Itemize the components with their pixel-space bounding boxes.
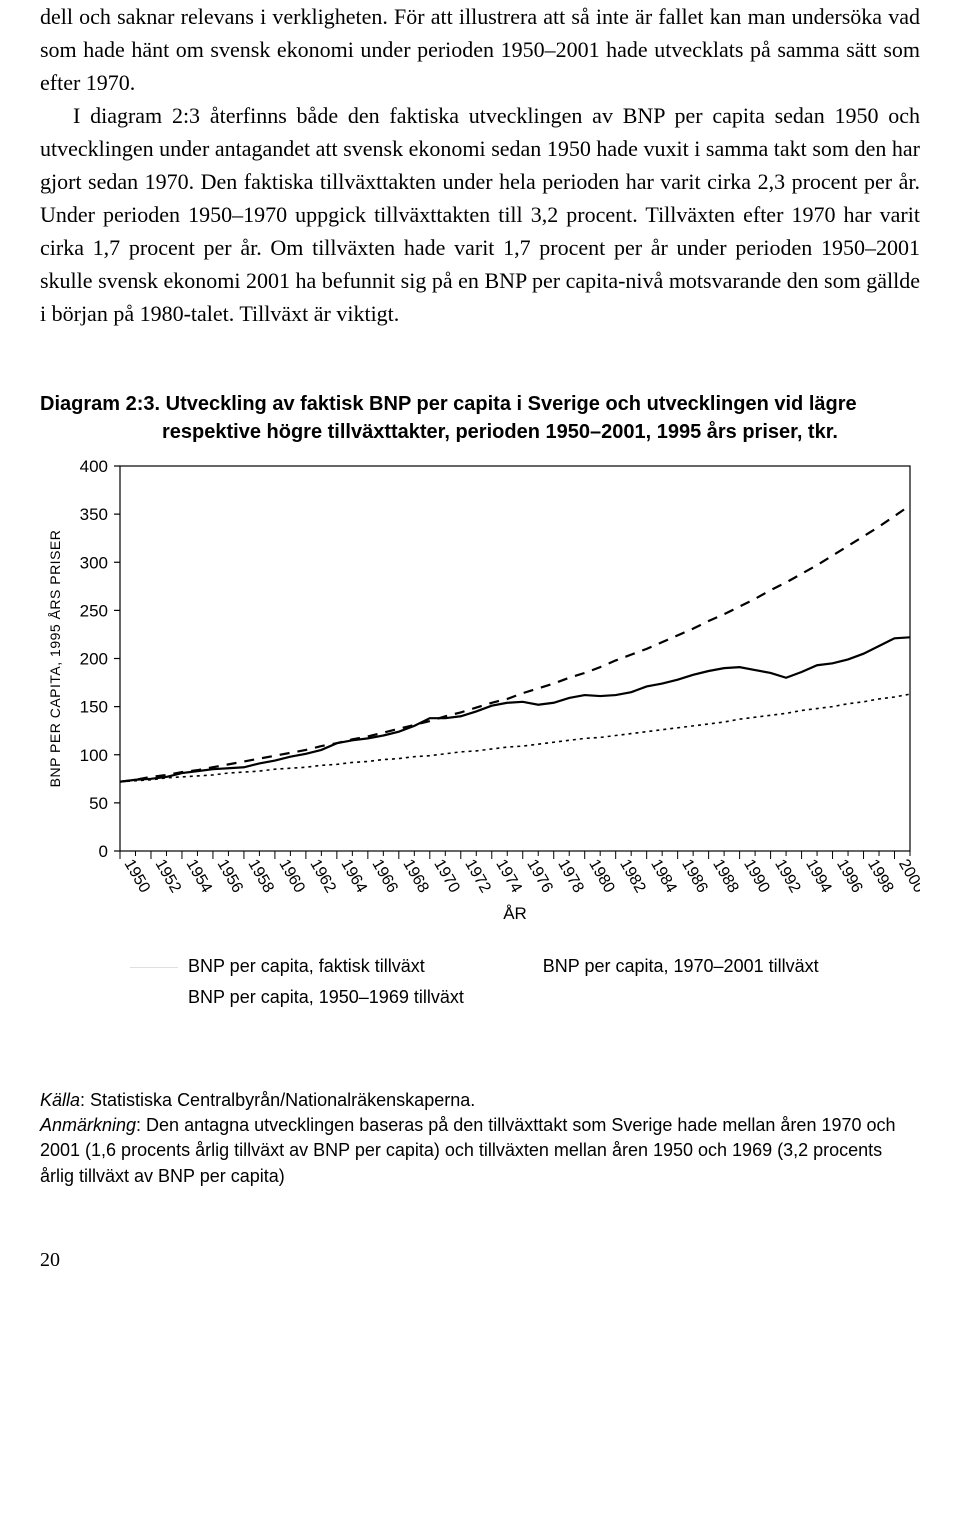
svg-text:1988: 1988 (709, 857, 742, 896)
svg-text:1984: 1984 (647, 857, 680, 896)
svg-text:1952: 1952 (152, 857, 185, 896)
svg-text:1974: 1974 (492, 857, 525, 896)
legend-item-low: BNP per capita, 1970–2001 tillväxt (485, 956, 819, 977)
chart-svg: 0 50 100 150 200 250 300 350 400 1950195219541956… (40, 456, 920, 946)
svg-text:1982: 1982 (616, 857, 649, 896)
legend-item-high: BNP per capita, 1950–1969 tillväxt (130, 987, 464, 1008)
svg-text:1964: 1964 (337, 857, 370, 896)
svg-text:1978: 1978 (554, 857, 587, 896)
svg-text:1970: 1970 (430, 857, 463, 896)
legend: BNP per capita, faktisk tillväxt BNP per… (40, 956, 920, 1008)
legend-label-actual: BNP per capita, faktisk tillväxt (188, 956, 425, 977)
svg-text:1990: 1990 (740, 857, 773, 896)
remark-label: Anmärkning (40, 1115, 136, 1135)
svg-text:300: 300 (80, 553, 108, 572)
source-text: : Statistiska Centralbyrån/Nationalräken… (80, 1090, 475, 1110)
paragraph-2: I diagram 2:3 återfinns både den faktisk… (40, 99, 920, 330)
svg-text:0: 0 (99, 842, 108, 861)
svg-text:1976: 1976 (523, 857, 556, 896)
svg-text:250: 250 (80, 601, 108, 620)
remark-text: : Den antagna utvecklingen baseras på de… (40, 1115, 896, 1185)
legend-item-actual: BNP per capita, faktisk tillväxt (130, 956, 425, 977)
svg-text:1958: 1958 (244, 857, 277, 896)
svg-text:400: 400 (80, 457, 108, 476)
svg-text:BNP PER CAPITA, 1995 ÅRS PRISE: BNP PER CAPITA, 1995 ÅRS PRISER (47, 530, 63, 788)
svg-text:1956: 1956 (213, 857, 246, 896)
svg-text:150: 150 (80, 698, 108, 717)
svg-text:1972: 1972 (461, 857, 494, 896)
page-number: 20 (40, 1249, 920, 1272)
svg-text:100: 100 (80, 746, 108, 765)
svg-text:ÅR: ÅR (503, 904, 527, 923)
notes: Källa: Statistiska Centralbyrån/National… (40, 1088, 920, 1189)
source-label: Källa (40, 1090, 80, 1110)
body-text: dell och saknar relevans i verkligheten.… (40, 0, 920, 330)
paragraph-1: dell och saknar relevans i verkligheten.… (40, 0, 920, 99)
svg-text:1968: 1968 (399, 857, 432, 896)
svg-text:1996: 1996 (833, 857, 866, 896)
svg-text:1980: 1980 (585, 857, 618, 896)
svg-text:1960: 1960 (275, 857, 308, 896)
svg-text:1966: 1966 (368, 857, 401, 896)
chart: 0 50 100 150 200 250 300 350 400 1950195219541956… (40, 456, 920, 946)
svg-text:350: 350 (80, 505, 108, 524)
svg-text:1998: 1998 (864, 857, 897, 896)
svg-text:1994: 1994 (802, 857, 835, 896)
svg-text:50: 50 (89, 794, 108, 813)
svg-text:1992: 1992 (771, 857, 804, 896)
svg-text:2000: 2000 (895, 857, 920, 896)
svg-text:1986: 1986 (678, 857, 711, 896)
diagram-title-prefix: Diagram 2:3. (40, 393, 160, 415)
svg-text:1962: 1962 (306, 857, 339, 896)
svg-text:200: 200 (80, 650, 108, 669)
diagram-title: Diagram 2:3. Utveckling av faktisk BNP p… (40, 390, 920, 446)
svg-text:1954: 1954 (182, 857, 215, 896)
legend-label-low: BNP per capita, 1970–2001 tillväxt (543, 956, 819, 977)
svg-text:1950: 1950 (121, 857, 154, 896)
legend-label-high: BNP per capita, 1950–1969 tillväxt (188, 987, 464, 1008)
